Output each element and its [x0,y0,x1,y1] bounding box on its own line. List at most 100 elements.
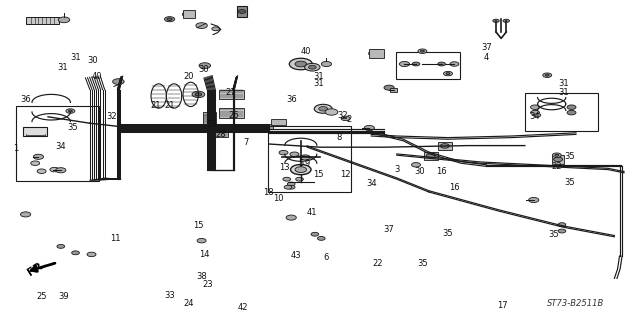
Circle shape [212,27,220,31]
Text: 3: 3 [394,165,399,174]
Circle shape [262,125,269,129]
Circle shape [113,79,124,84]
Circle shape [167,18,172,20]
Text: 27: 27 [225,88,236,97]
Circle shape [440,144,449,148]
Text: 33: 33 [164,292,175,300]
Text: 15: 15 [314,170,324,179]
Circle shape [56,168,66,173]
Circle shape [554,157,563,162]
Text: ST73-B2511B: ST73-B2511B [547,299,605,308]
Bar [525,93,598,131]
Text: 30: 30 [414,167,424,176]
Bar [552,155,564,164]
Text: 4: 4 [484,53,489,62]
Circle shape [50,167,59,172]
Circle shape [567,105,576,109]
Text: 36: 36 [286,95,296,104]
Circle shape [238,10,246,13]
Circle shape [311,232,319,236]
Circle shape [399,61,410,67]
Text: 35: 35 [417,260,428,268]
Circle shape [420,50,424,52]
Text: 6: 6 [324,253,329,262]
Circle shape [412,163,420,167]
Circle shape [444,71,452,76]
Circle shape [531,105,540,109]
Circle shape [295,61,307,67]
Circle shape [503,19,509,22]
Circle shape [58,17,70,23]
Circle shape [418,49,427,53]
Text: 7: 7 [244,138,249,147]
Circle shape [195,93,202,96]
Circle shape [321,61,332,67]
Bar [16,106,99,181]
Circle shape [426,154,435,158]
Text: 32: 32 [337,111,348,120]
Bar [23,127,47,136]
Circle shape [287,185,295,189]
Text: 35: 35 [564,178,575,187]
Circle shape [545,74,549,76]
Text: 40: 40 [301,47,311,56]
Text: 31: 31 [314,79,324,88]
Circle shape [446,73,450,75]
Circle shape [531,110,540,115]
Text: 42: 42 [238,303,248,312]
Circle shape [384,85,394,90]
Bar [369,49,384,58]
Circle shape [164,17,175,22]
Circle shape [31,161,40,165]
Text: 37: 37 [481,44,492,52]
Circle shape [286,215,296,220]
Circle shape [279,150,288,155]
Text: 37: 37 [384,225,394,234]
Circle shape [196,23,207,28]
Circle shape [493,19,499,22]
Text: 41: 41 [307,208,317,217]
Text: 35: 35 [67,124,77,132]
Circle shape [66,109,75,113]
Bar [211,128,228,137]
Text: 21: 21 [164,101,175,110]
Circle shape [87,252,96,257]
Text: 12: 12 [340,170,351,179]
Bar [424,152,438,160]
Circle shape [289,58,312,70]
Text: 31: 31 [558,88,568,97]
Text: 23: 23 [203,280,213,289]
Text: 30: 30 [88,56,98,65]
Text: 21: 21 [150,101,161,110]
Circle shape [295,167,307,172]
Circle shape [68,110,72,112]
Circle shape [284,185,292,189]
Text: 17: 17 [497,301,508,310]
Text: 5: 5 [298,159,303,168]
Circle shape [199,63,211,68]
Text: 10: 10 [273,194,284,203]
Text: FR.: FR. [26,258,49,277]
Circle shape [305,63,320,71]
Circle shape [57,244,65,248]
Bar [219,90,244,99]
Circle shape [534,114,541,117]
Text: 31: 31 [558,79,568,88]
Circle shape [364,125,374,131]
Text: 24: 24 [184,299,194,308]
Text: 35: 35 [564,152,575,161]
Circle shape [543,73,552,77]
Circle shape [450,62,459,66]
Text: 31: 31 [70,53,81,62]
Circle shape [317,236,325,240]
Text: 30: 30 [198,65,209,74]
Circle shape [555,154,559,156]
Circle shape [72,251,79,255]
Text: 9: 9 [305,159,310,168]
Text: 18: 18 [264,188,274,197]
Circle shape [412,62,420,66]
Circle shape [314,104,332,113]
Text: 8: 8 [337,133,342,142]
Circle shape [20,212,31,217]
Bar [219,108,244,118]
